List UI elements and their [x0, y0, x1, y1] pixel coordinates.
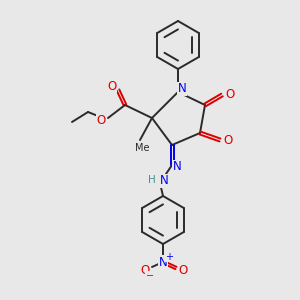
Text: O: O	[225, 88, 235, 101]
Text: O: O	[178, 263, 188, 277]
Text: H: H	[148, 175, 156, 185]
Text: O: O	[140, 263, 150, 277]
Text: N: N	[160, 175, 168, 188]
Text: O: O	[107, 80, 117, 92]
Text: +: +	[165, 252, 173, 262]
Text: N: N	[159, 256, 167, 268]
Text: Me: Me	[135, 143, 149, 153]
Text: −: −	[146, 271, 154, 281]
Text: O: O	[224, 134, 232, 146]
Text: N: N	[172, 160, 182, 173]
Text: O: O	[96, 113, 106, 127]
Text: N: N	[178, 82, 186, 95]
